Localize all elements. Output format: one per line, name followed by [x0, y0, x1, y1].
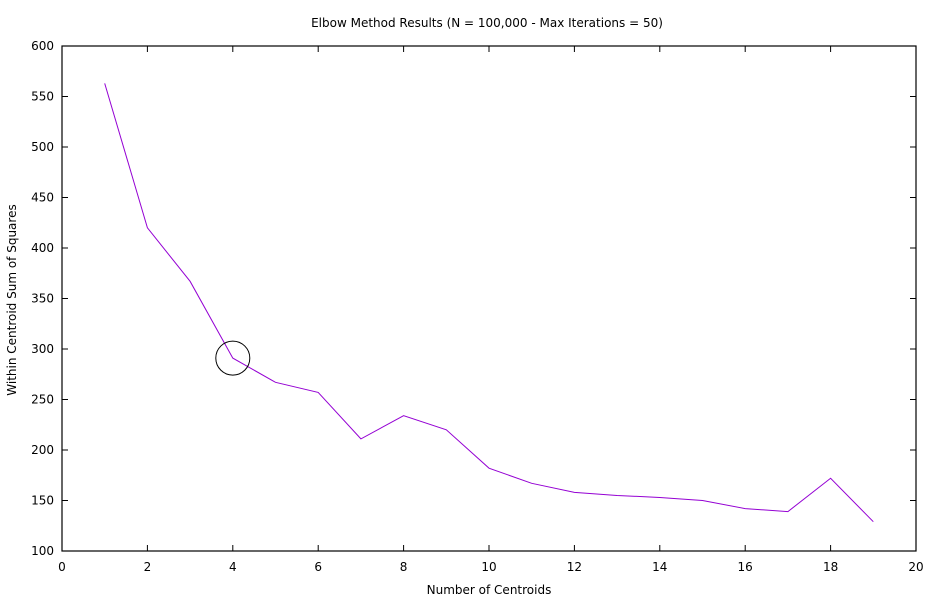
y-tick-label: 300	[31, 342, 54, 356]
data-point	[402, 414, 406, 418]
x-tick-label: 18	[823, 560, 838, 574]
x-tick-label: 2	[144, 560, 152, 574]
y-tick-label: 350	[31, 292, 54, 306]
tick-marks	[61, 45, 917, 552]
annotation-layer	[215, 340, 251, 376]
series-line	[104, 83, 874, 523]
y-tick-label: 100	[31, 544, 54, 558]
y-tick-label: 200	[31, 443, 54, 457]
tick-labels: 0 2 4 6 8 10 12 14 16 18 20 100 150 200 250 300 350 400 45…	[31, 39, 924, 574]
y-tick-label: 500	[31, 140, 54, 154]
x-tick-label: 4	[229, 560, 237, 574]
data-point	[829, 476, 833, 480]
elbow-marker-circle	[215, 340, 251, 376]
x-tick-label: 8	[400, 560, 408, 574]
plot-frame	[61, 45, 917, 552]
x-tick-label: 16	[738, 560, 753, 574]
data-point	[231, 356, 235, 360]
x-tick-label: 20	[908, 560, 923, 574]
x-axis-label: Number of Centroids	[427, 583, 552, 597]
data-point	[701, 499, 705, 503]
data-point	[444, 428, 448, 432]
x-tick-label: 14	[652, 560, 667, 574]
y-tick-label: 150	[31, 494, 54, 508]
data-point	[530, 481, 534, 485]
data-point	[145, 226, 149, 230]
data-point	[487, 466, 491, 470]
data-point	[103, 81, 107, 85]
axes	[61, 45, 917, 552]
data-point	[615, 493, 619, 497]
y-tick-label: 600	[31, 39, 54, 53]
data-point	[743, 507, 747, 511]
y-tick-label: 550	[31, 90, 54, 104]
data-point	[274, 380, 278, 384]
data-point	[658, 495, 662, 499]
y-axis-label: Within Centroid Sum of Squares	[5, 204, 19, 395]
x-tick-label: 0	[58, 560, 66, 574]
data-point	[572, 490, 576, 494]
x-tick-label: 10	[481, 560, 496, 574]
data-point	[359, 437, 363, 441]
y-tick-label: 250	[31, 393, 54, 407]
chart-title: Elbow Method Results (N = 100,000 - Max …	[311, 16, 663, 30]
data-point	[871, 520, 875, 524]
data-point	[316, 390, 320, 394]
data-point	[188, 279, 192, 283]
x-tick-label: 12	[567, 560, 582, 574]
x-tick-label: 6	[314, 560, 322, 574]
y-tick-label: 400	[31, 241, 54, 255]
data-point	[786, 510, 790, 514]
series-layer	[103, 81, 875, 524]
y-tick-label: 450	[31, 191, 54, 205]
